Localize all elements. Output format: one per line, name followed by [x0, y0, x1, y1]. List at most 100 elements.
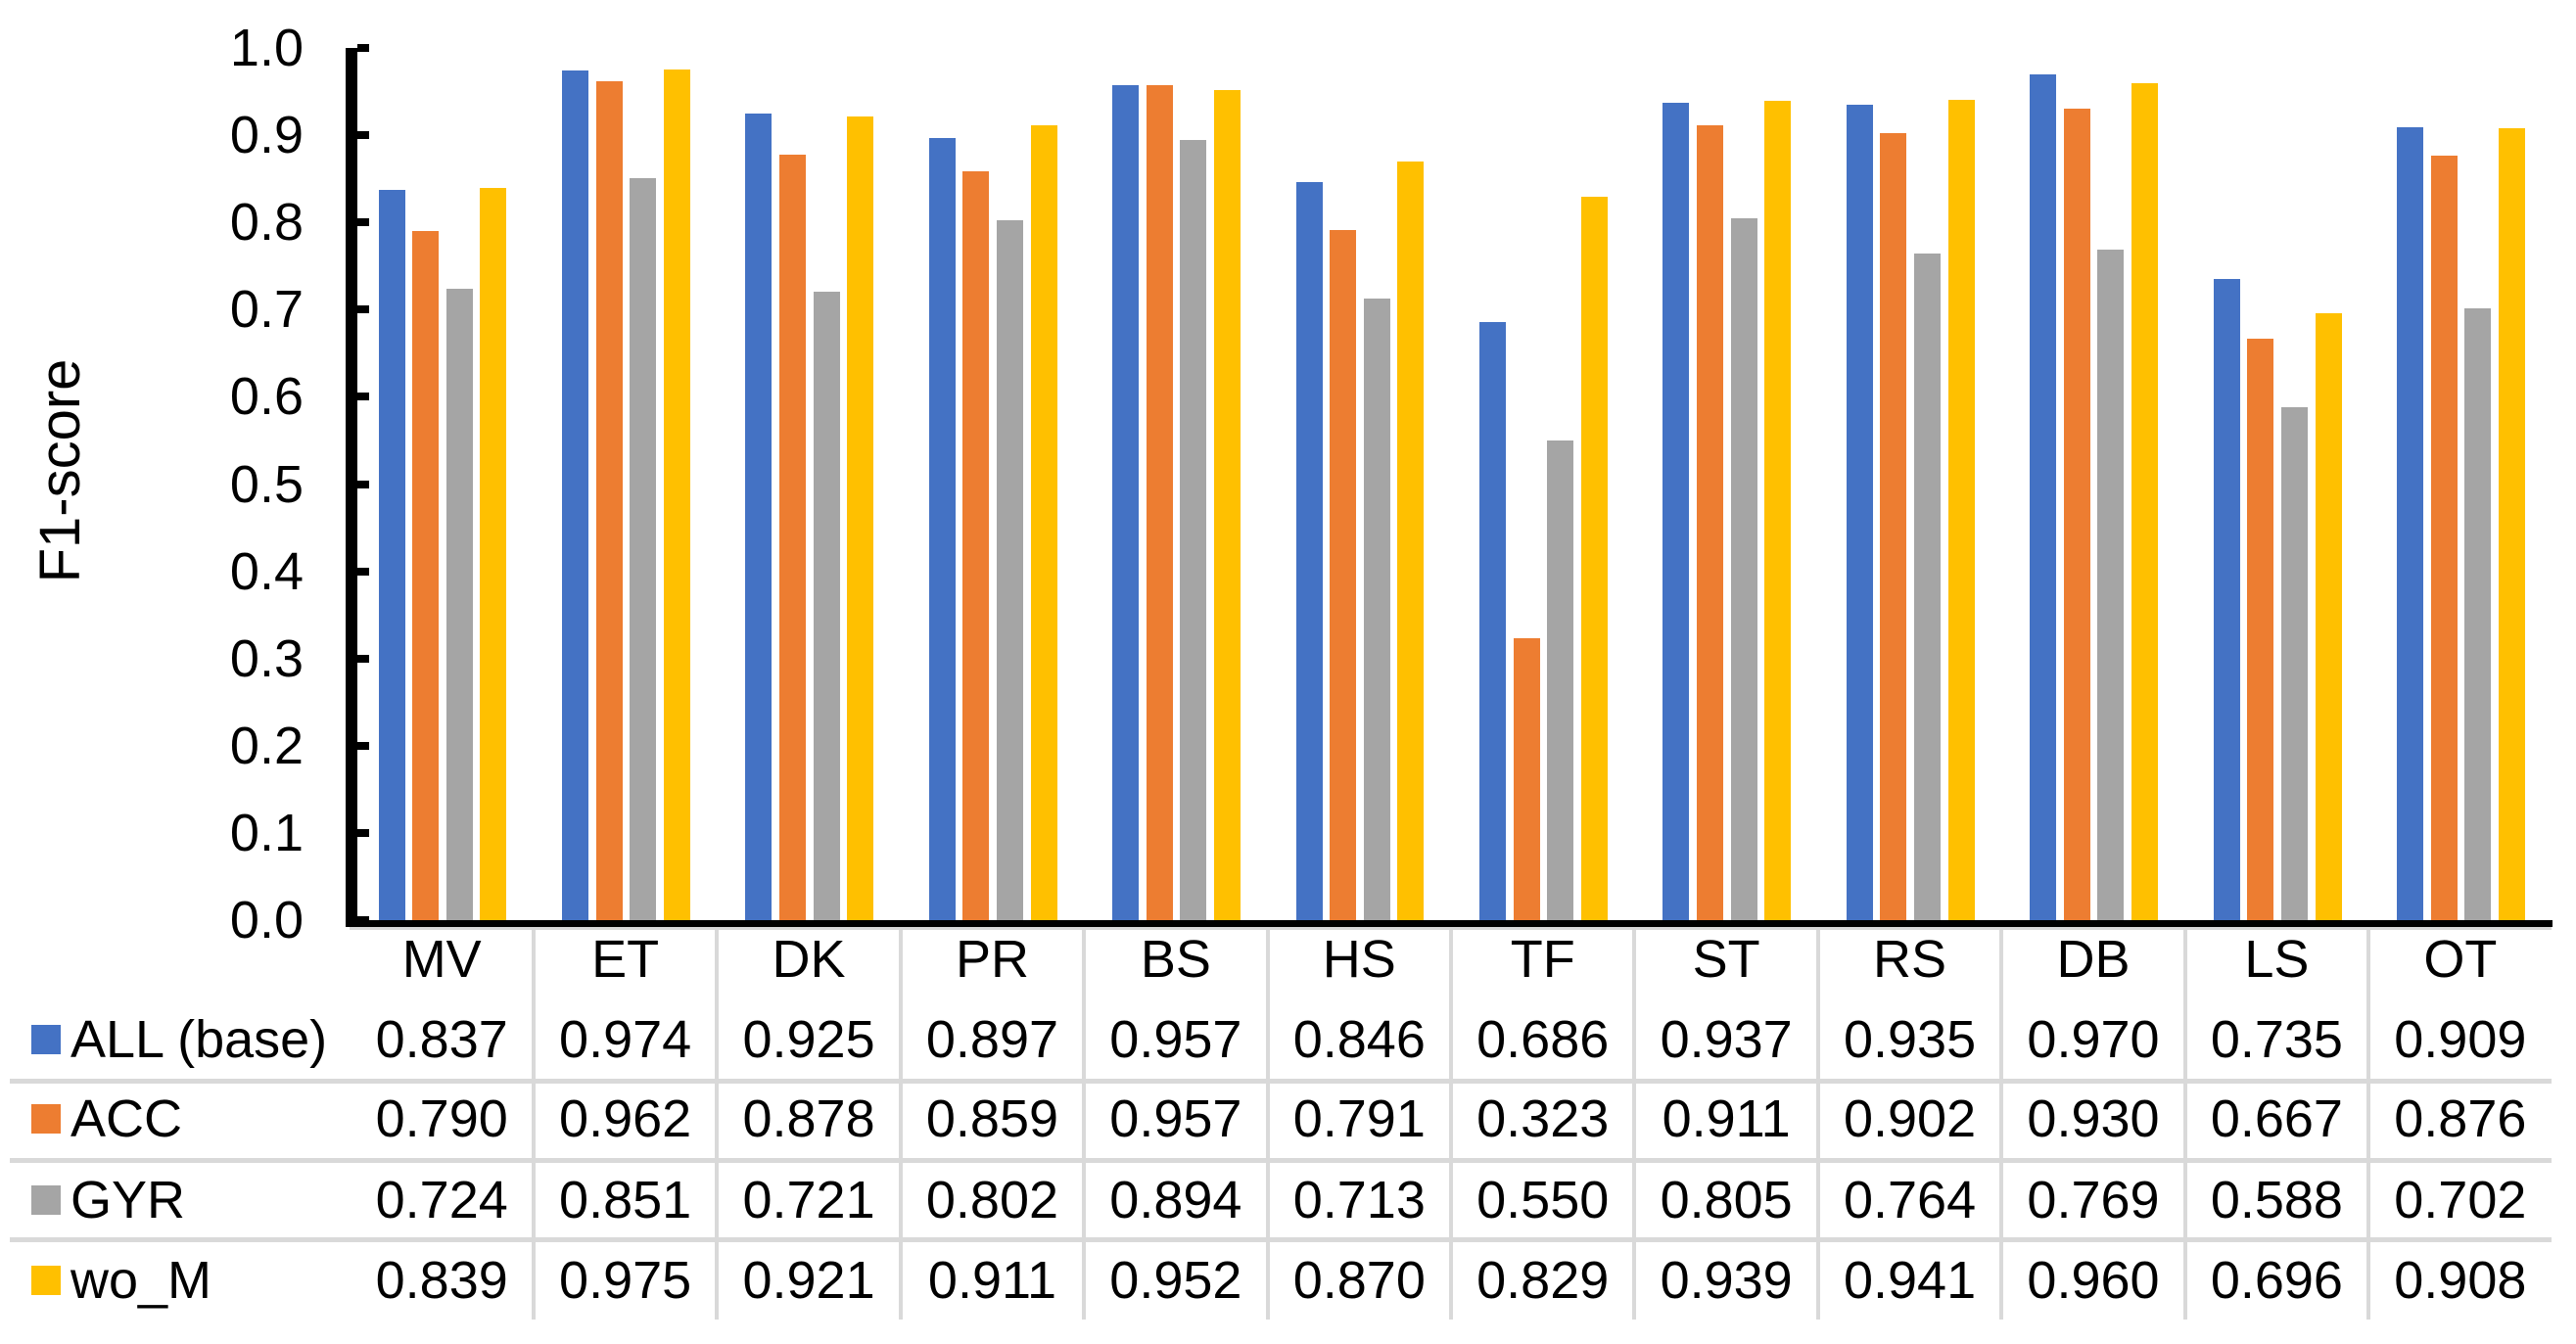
- bar-pr-gyr: [996, 220, 1023, 920]
- bar-pr-all-base: [928, 137, 956, 920]
- value-cell-et-wo-m: 0.975: [559, 1251, 692, 1310]
- y-axis-tick-label: 0.1: [229, 803, 304, 862]
- bar-rs-gyr: [1914, 254, 1942, 920]
- table-column-separator: [1265, 927, 1270, 1320]
- bar-st-all-base: [1663, 103, 1690, 920]
- value-cell-ot-acc: 0.876: [2394, 1089, 2527, 1148]
- series-label-all-base: ALL (base): [70, 1010, 328, 1069]
- bar-rs-all-base: [1846, 104, 1873, 920]
- y-axis-tick-label: 0.9: [229, 106, 304, 165]
- bar-st-wo-m: [1764, 101, 1792, 920]
- value-cell-dk-wo-m: 0.921: [742, 1251, 875, 1310]
- bar-pr-wo-m: [1030, 125, 1057, 920]
- bar-tf-wo-m: [1580, 197, 1608, 920]
- y-axis-tick: [357, 567, 369, 576]
- table-row-separator: [10, 1079, 2552, 1084]
- bar-bs-acc: [1146, 85, 1173, 920]
- series-label-acc: ACC: [70, 1089, 183, 1148]
- y-axis-tick: [357, 218, 369, 227]
- table-column-separator: [898, 927, 903, 1320]
- bar-bs-gyr: [1180, 140, 1207, 920]
- bar-tf-gyr: [1547, 440, 1574, 920]
- value-cell-bs-all-base: 0.957: [1109, 1010, 1242, 1069]
- bar-ot-wo-m: [2498, 127, 2525, 920]
- category-header-pr: PR: [955, 930, 1029, 989]
- value-cell-et-all-base: 0.974: [559, 1010, 692, 1069]
- category-header-db: DB: [2056, 930, 2131, 989]
- bar-rs-wo-m: [1947, 99, 1975, 920]
- bar-ot-acc: [2430, 156, 2458, 920]
- y-axis-tick-label: 0.0: [229, 891, 304, 950]
- legend-swatch-wo-m: [31, 1266, 61, 1295]
- y-axis-tick-label: 0.2: [229, 716, 304, 775]
- bar-et-wo-m: [663, 70, 690, 920]
- bar-et-acc: [595, 80, 623, 920]
- value-cell-ls-gyr: 0.588: [2210, 1171, 2343, 1229]
- bar-db-all-base: [2030, 73, 2057, 920]
- value-cell-ls-all-base: 0.735: [2210, 1010, 2343, 1069]
- value-cell-et-acc: 0.962: [559, 1089, 692, 1148]
- value-cell-st-wo-m: 0.939: [1660, 1251, 1793, 1310]
- y-axis-tick: [357, 480, 369, 488]
- bar-hs-gyr: [1363, 298, 1390, 920]
- value-cell-rs-all-base: 0.935: [1843, 1010, 1977, 1069]
- value-cell-hs-acc: 0.791: [1292, 1089, 1426, 1148]
- y-axis-tick: [357, 305, 369, 314]
- value-cell-dk-all-base: 0.925: [742, 1010, 875, 1069]
- bar-mv-acc: [412, 231, 440, 920]
- bar-dk-wo-m: [847, 116, 874, 920]
- category-header-ls: LS: [2244, 930, 2310, 989]
- value-cell-mv-all-base: 0.837: [375, 1010, 508, 1069]
- series-label-wo-m: wo_M: [70, 1251, 212, 1310]
- value-cell-st-gyr: 0.805: [1660, 1171, 1793, 1229]
- value-cell-pr-wo-m: 0.911: [927, 1251, 1057, 1310]
- bar-ls-wo-m: [2315, 312, 2342, 920]
- y-axis-tick: [357, 393, 369, 401]
- value-cell-rs-acc: 0.902: [1843, 1089, 1977, 1148]
- value-cell-hs-gyr: 0.713: [1292, 1171, 1426, 1229]
- bar-rs-acc: [1880, 133, 1907, 920]
- table-column-separator: [531, 927, 536, 1320]
- bar-db-gyr: [2097, 249, 2125, 920]
- y-axis-tick-label: 0.8: [229, 193, 304, 253]
- value-cell-st-acc: 0.911: [1662, 1089, 1791, 1148]
- bar-ot-gyr: [2464, 307, 2492, 920]
- y-axis-tick-label: 0.3: [229, 628, 304, 688]
- category-header-mv: MV: [401, 930, 482, 989]
- category-header-dk: DK: [772, 930, 846, 989]
- value-cell-tf-gyr: 0.550: [1476, 1171, 1610, 1229]
- bar-ls-gyr: [2280, 407, 2308, 920]
- table-row-separator: [10, 1158, 2552, 1163]
- series-label-gyr: GYR: [70, 1171, 186, 1229]
- value-cell-ot-gyr: 0.702: [2394, 1171, 2527, 1229]
- bar-ls-all-base: [2213, 279, 2240, 920]
- table-column-separator: [715, 927, 720, 1320]
- table-column-separator: [2182, 927, 2187, 1320]
- bar-db-acc: [2063, 109, 2090, 920]
- category-header-tf: TF: [1510, 930, 1575, 989]
- table-column-separator: [1632, 927, 1637, 1320]
- y-axis-tick-label: 0.7: [229, 280, 304, 340]
- y-axis-tick-label: 0.6: [229, 367, 304, 427]
- value-cell-tf-wo-m: 0.829: [1476, 1251, 1610, 1310]
- value-cell-mv-gyr: 0.724: [375, 1171, 508, 1229]
- table-row-separator: [10, 1237, 2552, 1242]
- y-axis-tick: [357, 741, 369, 750]
- bar-mv-wo-m: [480, 188, 507, 920]
- category-header-rs: RS: [1873, 930, 1947, 989]
- y-axis-tick: [357, 654, 369, 663]
- bar-bs-wo-m: [1213, 89, 1241, 920]
- value-cell-dk-gyr: 0.721: [742, 1171, 875, 1229]
- x-axis-line: [346, 920, 2553, 927]
- table-column-separator: [1999, 927, 2004, 1320]
- value-cell-ls-wo-m: 0.696: [2210, 1251, 2343, 1310]
- category-header-et: ET: [591, 930, 660, 989]
- value-cell-bs-acc: 0.957: [1109, 1089, 1242, 1148]
- value-cell-tf-all-base: 0.686: [1476, 1010, 1610, 1069]
- value-cell-hs-all-base: 0.846: [1292, 1010, 1426, 1069]
- y-axis-tick-label: 1.0: [229, 19, 304, 77]
- value-cell-dk-acc: 0.878: [742, 1089, 875, 1148]
- value-cell-mv-acc: 0.790: [375, 1089, 508, 1148]
- value-cell-bs-gyr: 0.894: [1109, 1171, 1242, 1229]
- value-cell-ls-acc: 0.667: [2210, 1089, 2343, 1148]
